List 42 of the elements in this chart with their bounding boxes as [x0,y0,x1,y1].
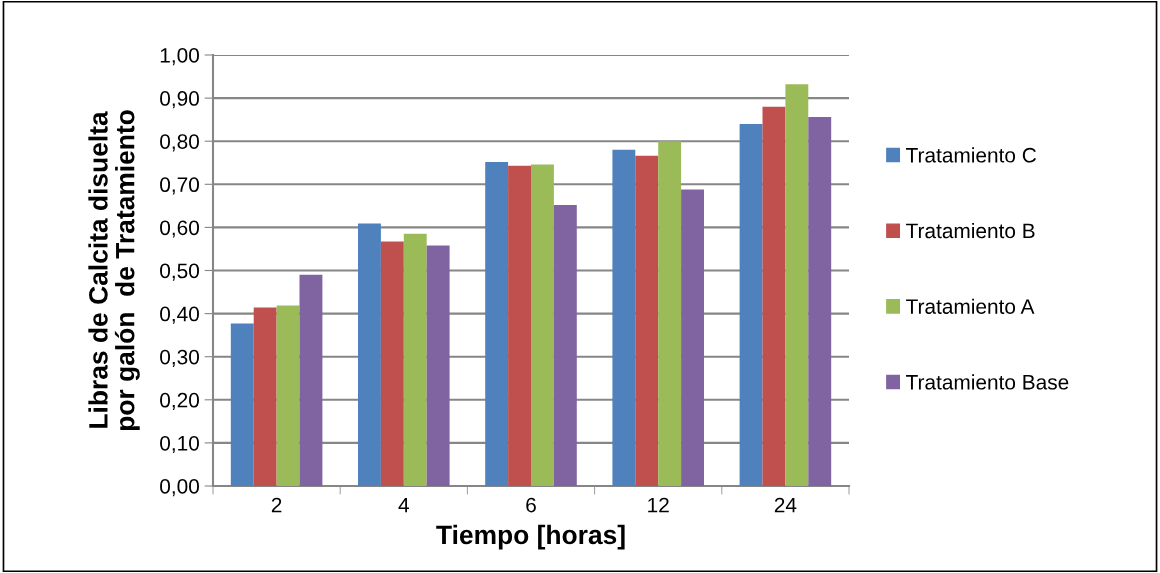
bar [485,161,509,486]
y-tick-label: 0,70 [160,177,199,195]
bar [658,141,682,486]
legend-label: Tratamiento B [906,222,1035,239]
bar [635,155,659,486]
x-tick-label: 6 [526,497,536,513]
bar [612,149,636,486]
bar [681,189,704,486]
bar [276,305,300,486]
legend-label: Tratamiento C [906,147,1036,163]
y-tick-label: 0,90 [160,91,199,109]
y-tick-label: 0,30 [160,349,199,367]
bar [299,274,323,486]
bar [358,223,381,486]
bar [230,323,254,486]
bar [253,307,277,486]
y-axis-title: Libras de Calcita disuelta por galón de Tratamiento [88,110,140,431]
bar [739,123,763,486]
x-axis-title: Tiempo [horas] [436,524,625,550]
bar [762,106,786,486]
y-tick-label: 0,60 [160,220,199,238]
bar [508,165,531,486]
y-tick-label: 0,10 [160,435,199,454]
bar [426,245,450,486]
bar [808,117,832,486]
y-tick-label: 0,80 [160,134,199,152]
bar [553,204,577,486]
x-tick-label: 4 [398,497,409,513]
y-tick-label: 0,00 [160,479,199,497]
x-tick-label: 12 [648,497,669,513]
bar [403,233,427,486]
y-tick-label: 0,40 [160,306,199,324]
x-tick-label: 24 [774,497,797,513]
legend-label: Tratamiento A [906,298,1035,314]
y-tick-label: 0,20 [160,392,199,411]
y-tick-label: 1,00 [160,48,199,66]
bar [785,84,809,486]
legend-label: Tratamiento Base [906,374,1069,390]
x-tick-label: 2 [271,497,282,513]
bar [531,164,554,486]
y-tick-label: 0,50 [160,263,199,281]
bar [380,241,404,486]
